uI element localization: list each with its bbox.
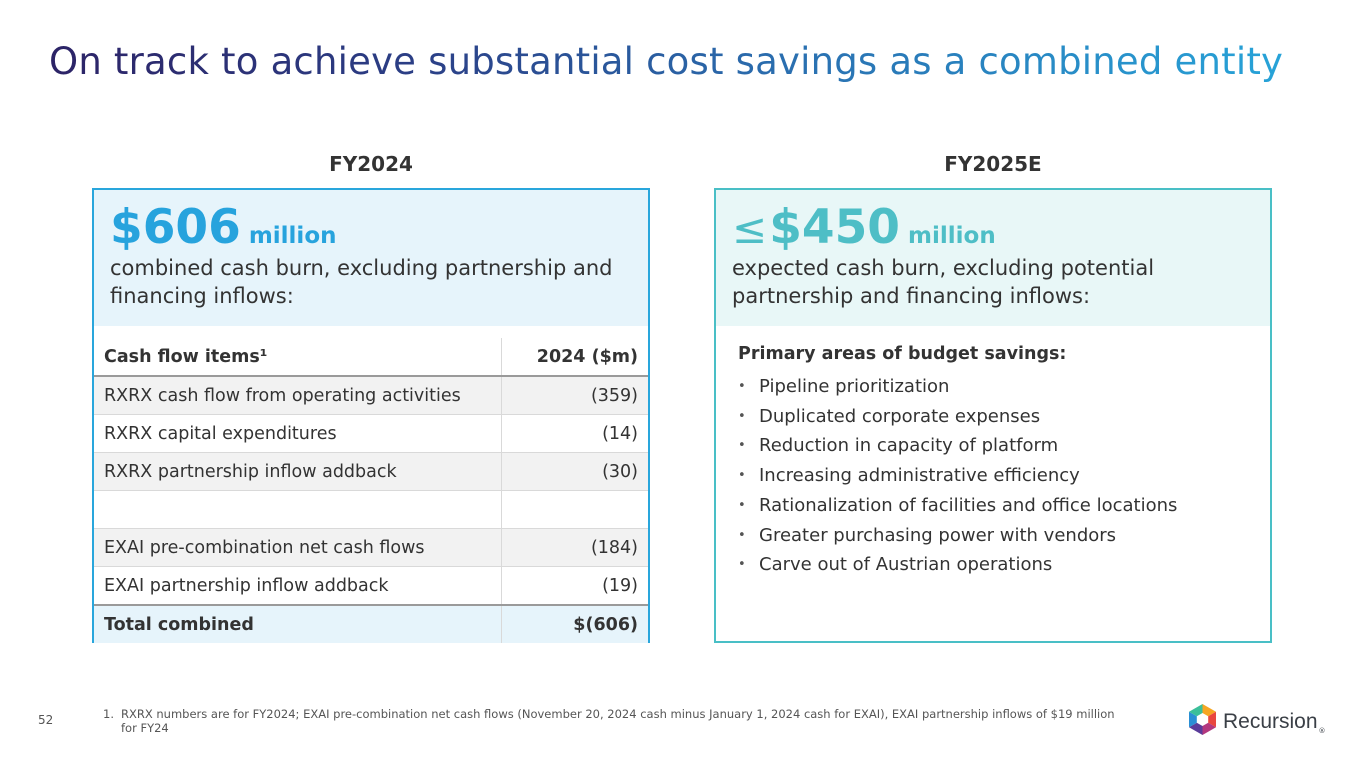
logo-wordmark: Recursion	[1223, 709, 1318, 733]
table-header-items: Cash flow items¹	[94, 338, 502, 377]
row-value: (14)	[501, 414, 648, 453]
list-item: Rationalization of facilities and office…	[738, 491, 1258, 521]
total-item: Total combined	[94, 604, 502, 643]
recursion-hexagon-icon	[1189, 704, 1216, 739]
less-or-equal-symbol: ≤	[732, 204, 768, 253]
table-row-empty	[94, 490, 648, 529]
footnote: 1. RXRX numbers are for FY2024; EXAI pre…	[103, 707, 1133, 735]
table-row: EXAI partnership inflow addback (19)	[94, 566, 648, 606]
fy2024-panel: $606 million combined cash burn, excludi…	[92, 188, 650, 643]
total-value: $(606)	[501, 604, 648, 643]
list-item: Pipeline prioritization	[738, 372, 1258, 402]
slide-title: On track to achieve substantial cost sav…	[49, 40, 1284, 83]
table-row: RXRX capital expenditures (14)	[94, 414, 648, 453]
budget-savings-list: Pipeline prioritization Duplicated corpo…	[738, 372, 1258, 580]
list-item: Greater purchasing power with vendors	[738, 521, 1258, 551]
row-item: EXAI pre-combination net cash flows	[94, 528, 502, 567]
row-value: (359)	[501, 376, 648, 415]
table-row: EXAI pre-combination net cash flows (184…	[94, 528, 648, 567]
fy2024-heading: FY2024	[329, 152, 413, 176]
table-header-row: Cash flow items¹ 2024 ($m)	[94, 338, 648, 377]
row-value: (19)	[501, 566, 648, 606]
fy2024-description: combined cash burn, excluding partnershi…	[110, 256, 613, 308]
row-value: (184)	[501, 528, 648, 567]
table-header-value: 2024 ($m)	[501, 338, 648, 377]
table-total-row: Total combined $(606)	[94, 604, 648, 643]
budget-savings-section: Primary areas of budget savings: Pipelin…	[738, 344, 1258, 580]
fy2025e-amount-line: ≤ $450 million	[732, 202, 996, 255]
list-item: Carve out of Austrian operations	[738, 550, 1258, 580]
fy2024-summary: $606 million combined cash burn, excludi…	[94, 190, 648, 326]
list-item: Increasing administrative efficiency	[738, 461, 1258, 491]
fy2024-unit: million	[248, 223, 337, 249]
cash-flow-table: Cash flow items¹ 2024 ($m) RXRX cash flo…	[94, 338, 648, 643]
row-item: RXRX cash flow from operating activities	[94, 376, 502, 415]
fy2024-amount-line: $606 million	[110, 202, 337, 254]
row-item: RXRX partnership inflow addback	[94, 452, 502, 491]
table-row: RXRX partnership inflow addback (30)	[94, 452, 648, 491]
fy2025e-summary: ≤ $450 million expected cash burn, exclu…	[716, 190, 1270, 326]
budget-savings-heading: Primary areas of budget savings:	[738, 344, 1067, 364]
logo-registered-mark: ®	[1318, 727, 1326, 735]
row-value: (30)	[501, 452, 648, 491]
page-number: 52	[38, 713, 54, 727]
fy2025e-amount: $450	[769, 200, 901, 255]
row-item: RXRX capital expenditures	[94, 414, 502, 453]
row-item	[94, 490, 502, 529]
row-value	[501, 490, 648, 529]
fy2025e-description: expected cash burn, excluding potential …	[732, 256, 1155, 308]
list-item: Reduction in capacity of platform	[738, 431, 1258, 461]
fy2025e-panel: ≤ $450 million expected cash burn, exclu…	[714, 188, 1272, 643]
footnote-text: RXRX numbers are for FY2024; EXAI pre-co…	[121, 707, 1115, 735]
footnote-number: 1.	[103, 707, 114, 721]
row-item: EXAI partnership inflow addback	[94, 566, 502, 606]
list-item: Duplicated corporate expenses	[738, 402, 1258, 432]
table-row: RXRX cash flow from operating activities…	[94, 376, 648, 415]
fy2025e-unit: million	[908, 223, 996, 249]
fy2025e-heading: FY2025E	[944, 152, 1042, 176]
recursion-logo: Recursion ®	[1189, 704, 1326, 739]
fy2024-amount: $606	[110, 200, 241, 255]
